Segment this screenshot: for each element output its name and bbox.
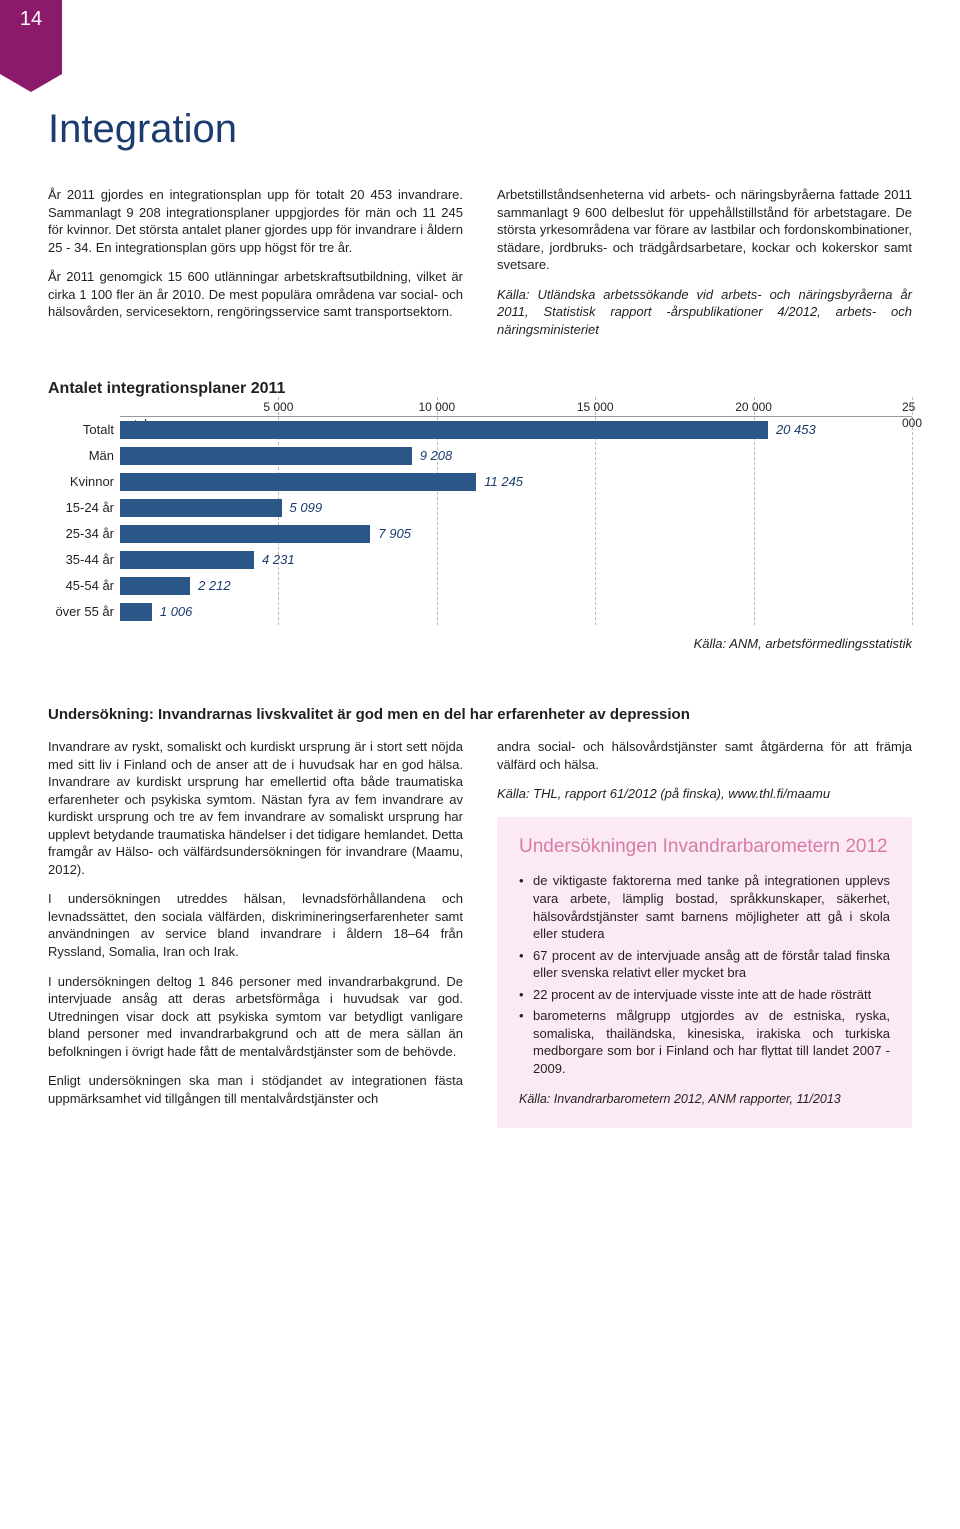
bar-value-label: 20 453 [776,421,816,439]
body-para: Invandrare av ryskt, somaliskt och kurdi… [48,738,463,878]
bar-fill: 11 245 [120,473,476,491]
bar-row: Män9 208 [120,443,912,469]
bar-row: 35-44 år4 231 [120,547,912,573]
body-para: andra social- och hälsovårdstjänster sam… [497,738,912,773]
bar-value-label: 4 231 [262,551,295,569]
body-para: I undersökningen deltog 1 846 personer m… [48,973,463,1061]
source-citation: Källa: THL, rapport 61/2012 (på finska),… [497,785,912,803]
axis-tick-label: 20 000 [735,399,772,415]
callout-source: Källa: Invandrarbarometern 2012, ANM rap… [519,1091,890,1108]
page-number: 14 [20,8,42,30]
bar-value-label: 7 905 [378,525,411,543]
bar-value-label: 2 212 [198,577,231,595]
intro-left-column: År 2011 gjordes en integrationsplan upp … [48,186,463,350]
chart-source: Källa: ANM, arbetsförmedlingsstatistik [48,635,912,653]
callout-list: de viktigaste faktorerna med tanke på in… [519,872,890,1077]
bar-row: Totalt20 453 [120,417,912,443]
body-para: I undersökningen utreddes hälsan, levnad… [48,890,463,960]
axis-tick-label: 5 000 [263,399,293,415]
section-subhead: Undersökning: Invandrarnas livskvalitet … [48,705,912,725]
callout-box: Undersökningen Invandrarbarometern 2012 … [497,817,912,1129]
bar-category-label: Totalt [44,421,114,439]
chart-plot-area: 5 00010 00015 00020 00025 000 Totalt20 4… [120,416,912,625]
bar-row: Kvinnor11 245 [120,469,912,495]
bar-category-label: Män [44,447,114,465]
intro-para: År 2011 gjordes en integrationsplan upp … [48,186,463,256]
bar-value-label: 5 099 [290,499,323,517]
bar-fill: 1 006 [120,603,152,621]
lower-left-column: Invandrare av ryskt, somaliskt och kurdi… [48,738,463,1128]
bar-row: 15-24 år5 099 [120,495,912,521]
bar-fill: 2 212 [120,577,190,595]
callout-item: 22 procent av de intervjuade visste inte… [519,986,890,1004]
page-title: Integration [48,102,912,156]
callout-item: barometerns målgrupp utgjordes av de est… [519,1007,890,1077]
bar-row: 25-34 år7 905 [120,521,912,547]
intro-right-column: Arbetstillståndsenheterna vid arbets- oc… [497,186,912,350]
gridline [912,397,913,625]
lower-right-column: andra social- och hälsovårdstjänster sam… [497,738,912,1128]
source-citation: Källa: Utländska arbetssökande vid arbet… [497,286,912,339]
bar-chart: Antalet integrationsplaner 2011 antal 5 … [48,378,912,652]
bar-value-label: 1 006 [160,603,193,621]
bar-category-label: Kvinnor [44,473,114,491]
intro-para: År 2011 genomgick 15 600 utlänningar arb… [48,268,463,321]
intro-columns: År 2011 gjordes en integrationsplan upp … [48,186,912,350]
bar-row: över 55 år1 006 [120,599,912,625]
axis-tick-label: 15 000 [577,399,614,415]
axis-tick-label: 10 000 [418,399,455,415]
bar-category-label: över 55 år [44,603,114,621]
callout-title: Undersökningen Invandrarbarometern 2012 [519,835,890,859]
body-para: Enligt undersökningen ska man i stödjand… [48,1072,463,1107]
bar-fill: 9 208 [120,447,412,465]
bar-value-label: 9 208 [420,447,453,465]
chart-title: Antalet integrationsplaner 2011 [48,378,912,400]
bar-row: 45-54 år2 212 [120,573,912,599]
callout-item: de viktigaste faktorerna med tanke på in… [519,872,890,942]
bar-fill: 5 099 [120,499,282,517]
bar-category-label: 25-34 år [44,525,114,543]
bar-value-label: 11 245 [484,473,523,491]
subhead-text: Undersökning: Invandrarnas livskvalitet … [48,706,690,723]
page-number-badge: 14 [0,0,62,74]
bar-category-label: 45-54 år [44,577,114,595]
bar-category-label: 15-24 år [44,499,114,517]
intro-para: Arbetstillståndsenheterna vid arbets- oc… [497,186,912,274]
bar-fill: 4 231 [120,551,254,569]
callout-item: 67 procent av de intervjuade ansåg att d… [519,947,890,982]
bar-fill: 20 453 [120,421,768,439]
bar-fill: 7 905 [120,525,370,543]
bar-category-label: 35-44 år [44,551,114,569]
lower-columns: Invandrare av ryskt, somaliskt och kurdi… [48,738,912,1128]
